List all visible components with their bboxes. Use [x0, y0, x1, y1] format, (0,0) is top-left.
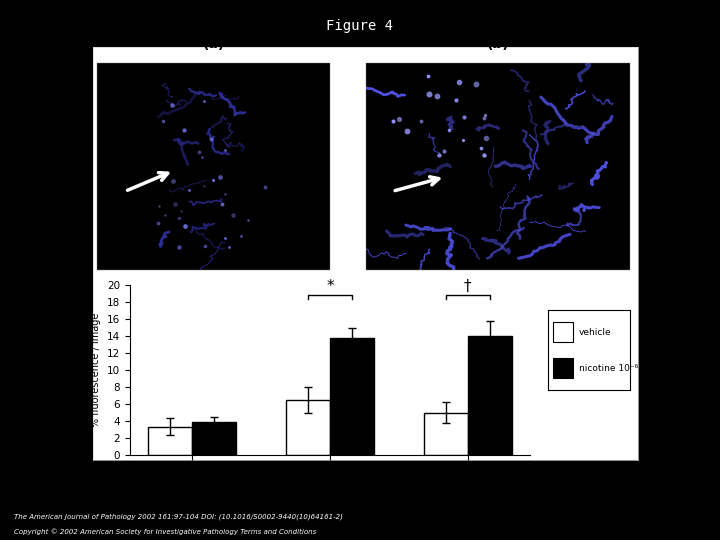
- Y-axis label: % fluorescence / Image: % fluorescence / Image: [91, 313, 102, 427]
- Bar: [330, 338, 374, 455]
- Text: *: *: [326, 279, 334, 294]
- Text: The American Journal of Pathology 2002 161:97-104 DOI: (10.1016/S0002-9440(10)64: The American Journal of Pathology 2002 1…: [14, 513, 343, 519]
- Bar: [286, 400, 330, 455]
- Text: †: †: [464, 279, 472, 294]
- Text: vehicle: vehicle: [579, 328, 612, 337]
- Bar: [468, 336, 512, 455]
- Bar: [148, 427, 192, 455]
- Bar: [192, 422, 236, 455]
- Text: (c): (c): [41, 354, 59, 368]
- Text: Figure 4: Figure 4: [326, 19, 394, 33]
- Text: Copyright © 2002 American Society for Investigative Pathology Terms and Conditio: Copyright © 2002 American Society for In…: [14, 528, 317, 535]
- Bar: [553, 358, 573, 378]
- Text: nicotine 10⁻⁶M: nicotine 10⁻⁶M: [579, 364, 646, 373]
- Bar: [553, 322, 573, 342]
- Text: (a): (a): [202, 37, 225, 51]
- Text: (b): (b): [487, 37, 509, 51]
- Bar: [423, 413, 468, 455]
